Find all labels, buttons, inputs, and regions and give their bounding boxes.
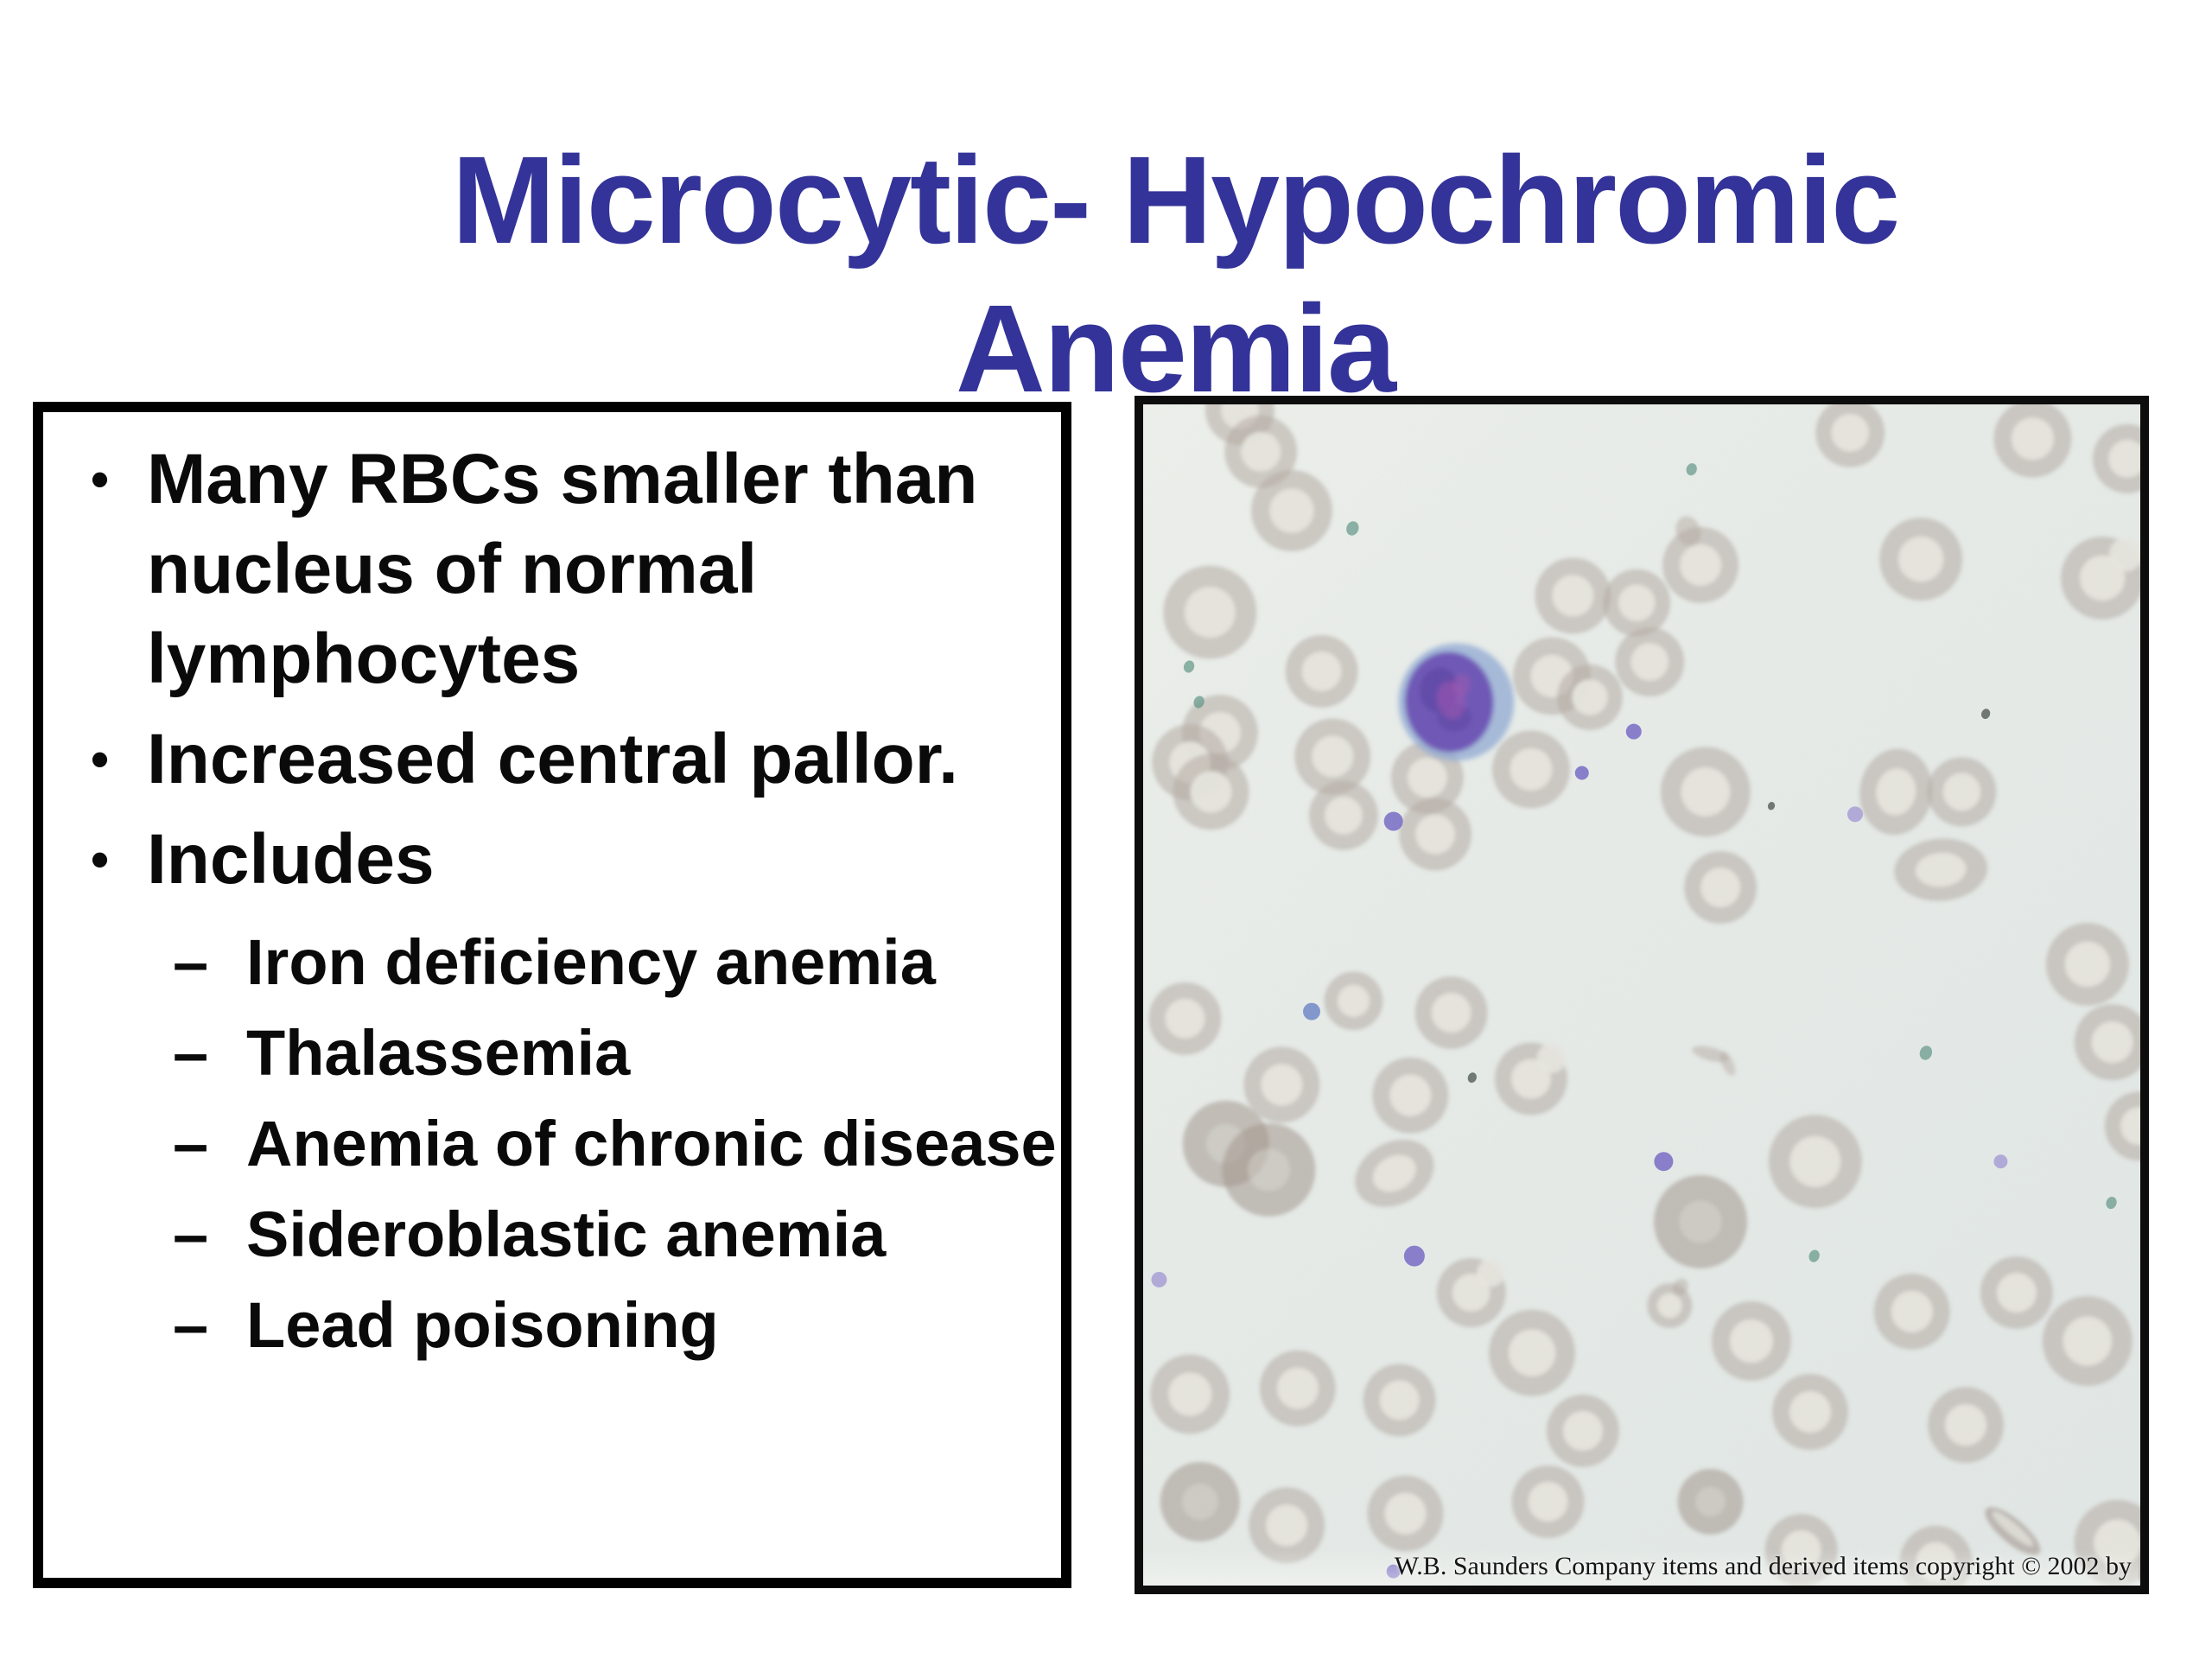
blood-smear-svg	[1143, 404, 2140, 1586]
micrograph-credit: W.B. Saunders Company items and derived …	[1143, 1549, 2139, 1586]
bullet-textbox: • Many RBCs smaller than nucleus of norm…	[33, 402, 1071, 1588]
sub-bullet-text: Anemia of chronic disease	[246, 1108, 1057, 1179]
film-grain-texture	[1143, 404, 2140, 1586]
sub-bullet-item: – Sideroblastic anemia	[43, 1189, 1061, 1280]
bullet-text: Increased central pallor.	[147, 720, 958, 798]
bullet-list: • Many RBCs smaller than nucleus of norm…	[43, 412, 1061, 1370]
bullet-text: Includes	[147, 820, 435, 899]
micrograph: W.B. Saunders Company items and derived …	[1135, 396, 2149, 1594]
sub-bullet-text: Sideroblastic anemia	[246, 1198, 887, 1270]
sub-bullet-item: – Thalassemia	[43, 1007, 1061, 1098]
bullet-dash: –	[173, 1108, 209, 1179]
slide-title-line2: Anemia	[955, 279, 1396, 419]
sub-bullet-group: – Iron deficiency anemia – Thalassemia –…	[43, 917, 1061, 1370]
bullet-dash: –	[173, 1289, 209, 1361]
bullet-dash: –	[173, 926, 209, 998]
sub-bullet-text: Thalassemia	[246, 1017, 631, 1089]
slide-title-line1: Microcytic- Hypochromic	[451, 130, 1900, 270]
bullet-text: Many RBCs smaller than nucleus of normal…	[147, 440, 978, 698]
slide-title: Microcytic- Hypochromic Anemia	[156, 126, 2195, 423]
bullet-dot: •	[91, 830, 110, 888]
bullet-dash: –	[173, 1198, 209, 1270]
sub-bullet-text: Lead poisoning	[246, 1289, 719, 1361]
bullet-item: • Increased central pallor.	[43, 715, 1061, 804]
bullet-item: • Many RBCs smaller than nucleus of norm…	[43, 435, 1061, 704]
bullet-dash: –	[173, 1017, 209, 1089]
sub-bullet-item: – Anemia of chronic disease	[43, 1098, 1061, 1189]
bullet-dot: •	[91, 730, 110, 788]
sub-bullet-item: – Lead poisoning	[43, 1280, 1061, 1370]
sub-bullet-item: – Iron deficiency anemia	[43, 917, 1061, 1007]
bullet-item: • Includes	[43, 815, 1061, 905]
sub-bullet-text: Iron deficiency anemia	[246, 926, 936, 998]
bullet-dot: •	[91, 450, 110, 508]
